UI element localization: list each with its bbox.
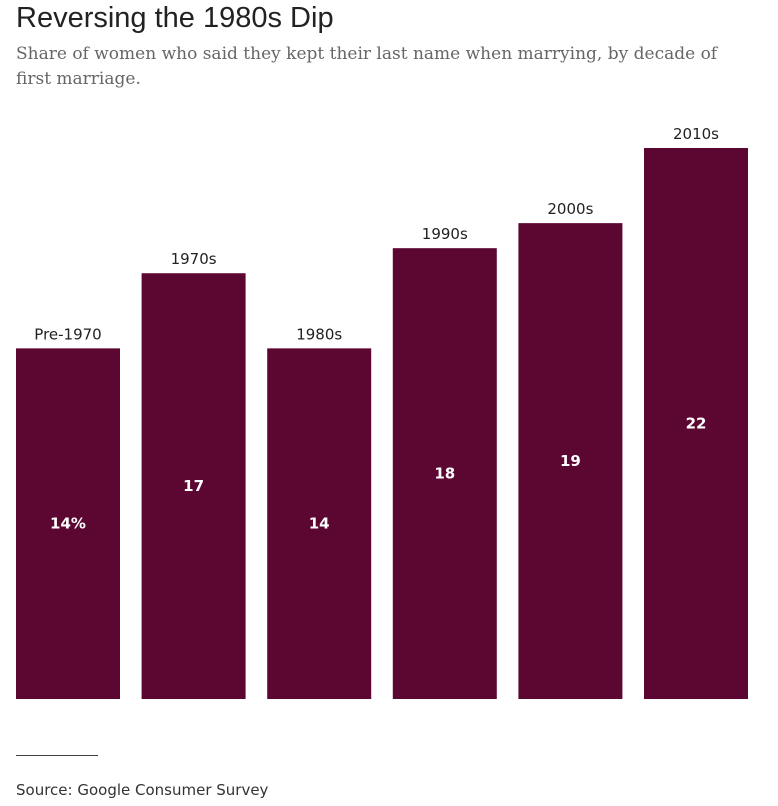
bar-1970s [141,273,246,699]
bar-pre-1970 [16,348,120,699]
bar-1990s [392,248,497,699]
value-label: 14% [50,515,86,533]
value-label: 19 [560,452,581,470]
value-label: 17 [183,477,204,495]
category-label: 1970s [171,250,217,268]
category-label: Pre-1970 [34,325,101,343]
category-label: 2000s [547,200,593,218]
value-label: 18 [434,465,455,483]
chart-title: Reversing the 1980s Dip [16,2,334,34]
source-note: Source: Google Consumer Survey [16,781,269,799]
source-divider [16,755,98,756]
bar-2010s [644,148,748,699]
value-label: 14 [309,515,330,533]
category-label: 1980s [296,325,342,343]
category-label: 2010s [673,125,719,143]
value-label: 22 [686,415,707,433]
bar-2000s [518,223,623,700]
category-label: 1990s [422,225,468,243]
chart-subtitle: Share of women who said they kept their … [16,44,718,89]
bar-chart: Pre-1970 14% 1970s 17 1980s 14 1990s 18 2000s 19 2… [16,125,748,700]
bar-1980s [267,348,372,699]
